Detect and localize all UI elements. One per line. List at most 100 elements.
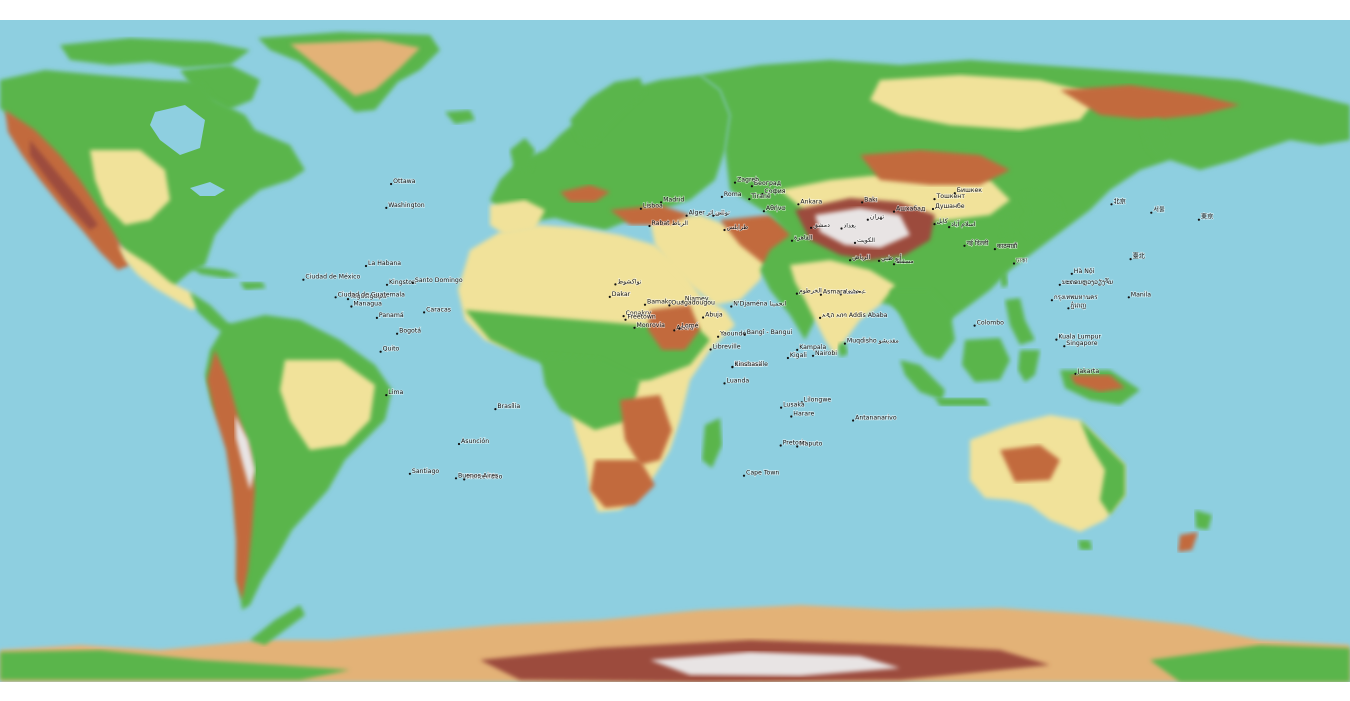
city-marker[interactable]: Alger الجزائر — [685, 209, 726, 217]
city-marker[interactable]: La Habana — [364, 259, 402, 268]
city-marker[interactable]: Yaoundé — [717, 329, 747, 338]
city-marker[interactable]: Accra — [673, 324, 694, 332]
city-marker[interactable]: Panamá — [375, 310, 405, 320]
city-marker[interactable]: Lisboa — [639, 202, 664, 210]
city-marker[interactable]: اسلام آباد — [948, 218, 977, 229]
city-marker[interactable]: Lusaka — [780, 401, 806, 409]
city-dot — [811, 354, 815, 357]
city-marker[interactable]: صنعاء — [839, 288, 858, 296]
city-marker[interactable]: काठमाडौं — [993, 241, 1018, 251]
city-marker[interactable]: 東京 — [1197, 212, 1214, 221]
city-marker[interactable]: Bogotá — [396, 326, 422, 335]
city-marker[interactable]: Montevideo — [463, 473, 503, 481]
city-marker[interactable]: Pretoria — [779, 439, 808, 447]
city-marker[interactable]: Bakı — [861, 196, 878, 204]
city-marker[interactable]: Kuala Lumpur — [1055, 333, 1102, 341]
city-label: Asunción — [461, 437, 489, 445]
city-marker[interactable]: Santiago — [408, 467, 440, 475]
city-marker[interactable]: Ottawa — [390, 177, 416, 186]
city-marker[interactable]: Cape Town — [742, 469, 780, 477]
city-marker[interactable]: नई दिल्ली — [963, 238, 990, 248]
city-marker[interactable]: طرابلس — [723, 223, 749, 232]
city-marker[interactable]: الرياض — [849, 253, 871, 262]
city-marker[interactable]: Ouagadougou — [668, 299, 716, 307]
city-marker[interactable]: Kampala — [796, 343, 827, 352]
city-marker[interactable]: Београд — [750, 179, 782, 188]
city-marker[interactable]: Antananarivo — [852, 414, 898, 422]
city-marker[interactable]: Jakarta — [1074, 367, 1100, 375]
city-marker[interactable]: Ciudad de México — [302, 272, 361, 281]
city-marker[interactable]: Душанбе — [931, 201, 966, 211]
city-marker[interactable]: Lomé — [678, 321, 699, 330]
city-marker[interactable]: Colombo — [973, 319, 1005, 327]
city-marker[interactable]: ភ្នំពេញ — [1067, 301, 1087, 310]
city-marker[interactable]: Buenos Aires — [454, 472, 499, 480]
city-marker[interactable]: Asmara አስመራ — [819, 288, 867, 296]
city-marker[interactable]: Monrovia — [633, 321, 666, 329]
city-marker[interactable]: Washington — [385, 201, 425, 210]
city-marker[interactable]: 北京 — [1110, 197, 1127, 206]
city-marker[interactable]: Bamako — [643, 298, 673, 306]
city-marker[interactable]: ঢাকা — [1012, 257, 1028, 265]
city-marker[interactable]: Santo Domingo — [411, 276, 464, 285]
city-marker[interactable]: Lima — [385, 388, 404, 397]
city-marker[interactable]: Rabat الرباط — [648, 219, 689, 228]
city-marker[interactable]: Roma — [720, 190, 742, 199]
city-marker[interactable]: Tiranë — [748, 192, 772, 201]
city-label: طرابلس — [727, 224, 749, 231]
city-marker[interactable]: Conakry — [622, 309, 652, 318]
city-marker[interactable]: Hà Nội — [1070, 266, 1095, 275]
world-map[interactable]: Ottawa Washington La Habana Kingston Santo D… — [0, 20, 1350, 682]
city-marker[interactable]: София — [761, 187, 787, 196]
city-marker[interactable]: Lilongwe — [800, 396, 832, 404]
city-marker[interactable]: Kingston — [385, 278, 417, 286]
city-marker[interactable]: بغداد — [840, 222, 857, 230]
city-marker[interactable]: Ciudad de Guatemala — [334, 291, 406, 299]
city-marker[interactable]: Maputo — [796, 440, 823, 448]
city-marker[interactable]: Tegucigalpa — [346, 292, 388, 301]
city-marker[interactable]: Abuja — [702, 311, 724, 319]
city-marker[interactable]: تهران — [866, 213, 885, 221]
city-marker[interactable]: Бишкек — [953, 186, 983, 195]
city-marker[interactable]: Kigali — [786, 351, 808, 360]
city-marker[interactable]: Harare — [790, 410, 815, 418]
city-marker[interactable]: Niamey — [681, 295, 710, 303]
city-marker[interactable]: Quito — [379, 345, 400, 353]
city-marker[interactable]: Ашхабад — [892, 204, 926, 213]
city-marker[interactable]: تونس — [712, 209, 731, 217]
city-marker[interactable]: Luanda — [723, 377, 750, 385]
city-marker[interactable]: Тошкент — [933, 192, 966, 201]
city-marker[interactable]: Freetown — [624, 313, 657, 321]
city-marker[interactable]: Caracas — [423, 306, 452, 314]
city-marker[interactable]: Bangî - Bangui — [743, 327, 793, 336]
city-marker[interactable]: مسقط — [892, 258, 915, 266]
city-marker[interactable]: 臺北 — [1129, 251, 1146, 261]
city-marker[interactable]: አዲስ አበባ Addis Ababa — [819, 311, 888, 320]
city-marker[interactable]: الكويت — [853, 236, 876, 245]
city-marker[interactable]: Ankara — [797, 198, 823, 206]
city-marker[interactable]: Zagreb — [733, 176, 760, 184]
city-marker[interactable]: Muqdisho مقديشو — [843, 337, 899, 345]
city-marker[interactable]: Asunción — [457, 436, 490, 446]
city-marker[interactable]: กรุงเทพมหานคร — [1050, 294, 1099, 302]
city-marker[interactable]: Singapore — [1063, 340, 1098, 348]
city-marker[interactable]: Brasília — [494, 401, 521, 411]
city-marker[interactable]: Nairobi — [811, 349, 838, 357]
city-marker[interactable]: Dakar — [608, 290, 631, 299]
city-marker[interactable]: القاهرة — [790, 234, 814, 242]
city-marker[interactable]: Manila — [1127, 291, 1152, 299]
city-marker[interactable]: Madrid — [660, 196, 685, 204]
city-marker[interactable]: ນະຄອນຫຼວງວຽງຈັນ — [1058, 277, 1114, 286]
city-marker[interactable]: Managua — [350, 300, 383, 308]
city-marker[interactable]: الخرطوم — [795, 287, 823, 295]
city-marker[interactable]: Kinshasa — [731, 361, 763, 369]
city-marker[interactable]: N'Djaména انجمينا — [730, 299, 787, 308]
city-marker[interactable]: Libreville — [709, 343, 741, 351]
city-marker[interactable]: أبو ظبي — [877, 252, 903, 263]
city-marker[interactable]: 서울 — [1150, 205, 1166, 214]
city-marker[interactable]: دمشق — [810, 221, 831, 230]
city-marker[interactable]: کابل — [933, 217, 948, 226]
city-marker[interactable]: نواكشوط — [614, 278, 642, 286]
city-marker[interactable]: Αθήνα — [762, 203, 786, 213]
